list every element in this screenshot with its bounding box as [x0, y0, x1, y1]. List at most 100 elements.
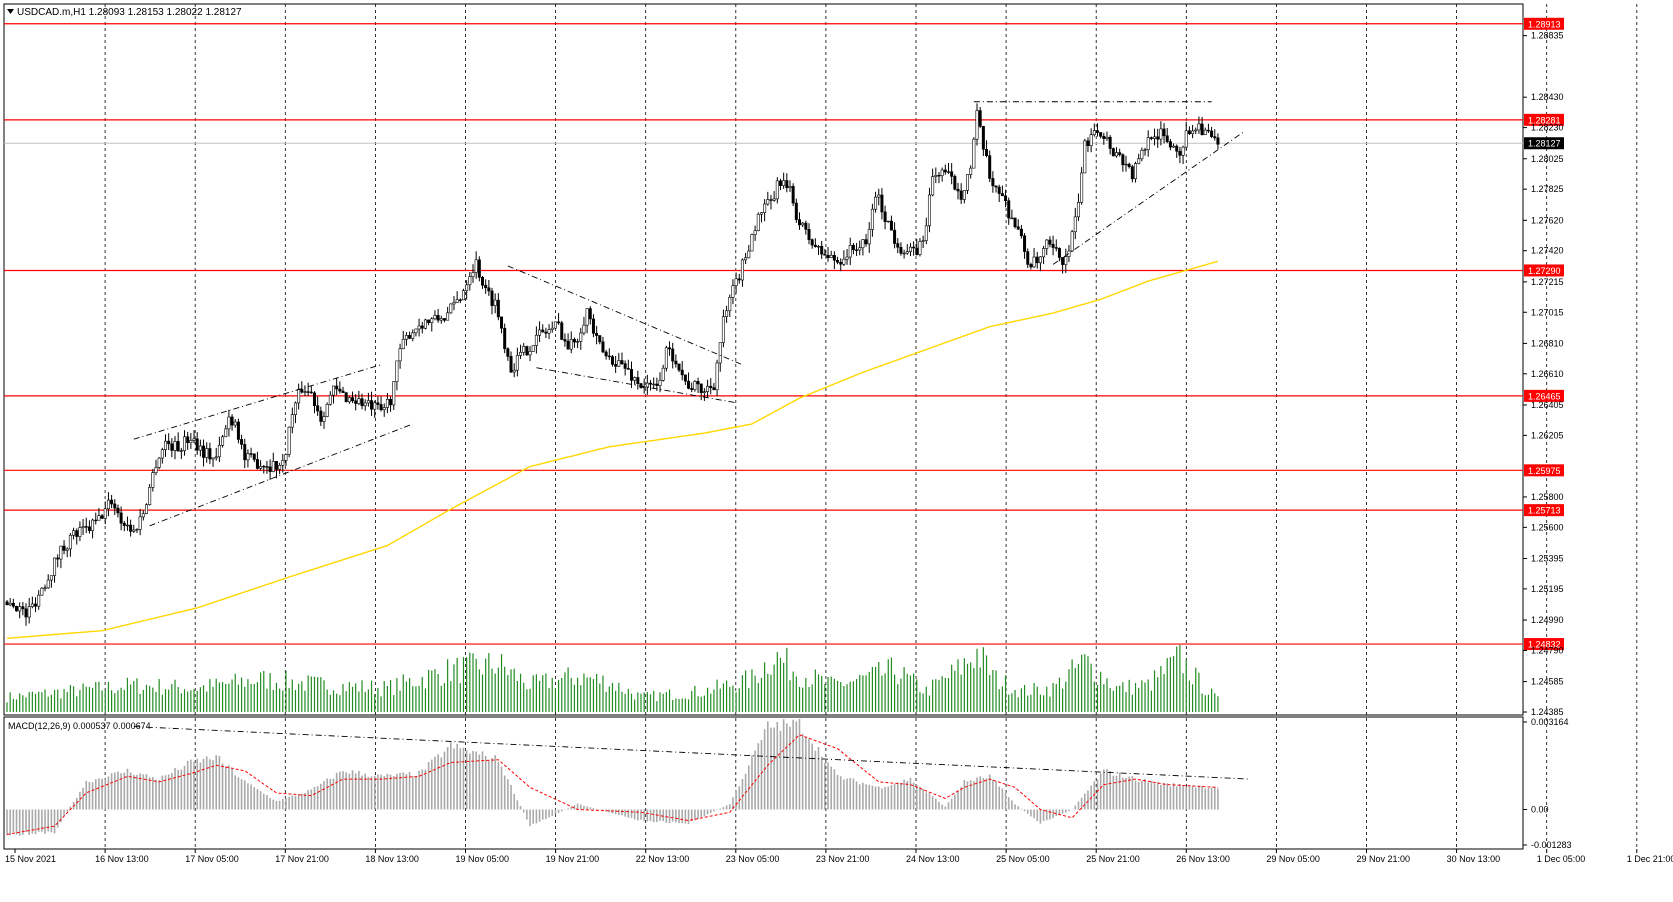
candle-body — [1124, 163, 1128, 166]
candle-body — [189, 440, 193, 444]
candle-body — [487, 287, 491, 292]
candle-body — [962, 190, 966, 200]
macd-signal-line — [6, 734, 1218, 835]
candle-body — [455, 299, 459, 303]
candle-body — [801, 222, 805, 226]
x-tick-label: 23 Nov 21:00 — [816, 854, 870, 864]
candle-body — [759, 212, 763, 215]
candle-body — [417, 325, 421, 330]
candle-body — [1149, 137, 1153, 139]
candle-body — [205, 448, 209, 458]
x-tick-label: 18 Nov 13:00 — [365, 854, 419, 864]
triangle-down-icon[interactable] — [7, 9, 14, 14]
candle-body — [912, 246, 916, 249]
candle-body — [826, 254, 830, 258]
candle-body — [1054, 247, 1058, 249]
candle-body — [221, 436, 225, 446]
candle-body — [319, 410, 323, 422]
candle-body — [224, 428, 228, 438]
candle-body — [782, 180, 786, 186]
level-tag — [1524, 113, 1564, 126]
level-tag-label: 1.27290 — [1528, 266, 1561, 276]
price-tick-label: 1.28230 — [1531, 123, 1564, 133]
candle-body — [81, 526, 85, 528]
candle-body — [5, 601, 9, 606]
price-tick-label: 1.24990 — [1531, 615, 1564, 625]
candle-body — [690, 388, 694, 390]
candle-body — [72, 530, 76, 536]
candle-body — [461, 290, 465, 301]
candle-body — [116, 507, 120, 514]
candle-body — [1045, 239, 1049, 249]
trendline — [149, 423, 413, 527]
candle-body — [861, 239, 865, 249]
candle-body — [322, 416, 326, 422]
candle-body — [674, 360, 678, 365]
candle-body — [233, 421, 237, 426]
candle-body — [607, 355, 611, 358]
candle-body — [91, 519, 95, 531]
candle-body — [1038, 256, 1042, 264]
candle-body — [1153, 136, 1157, 139]
level-tag — [1524, 464, 1564, 477]
candle-body — [889, 220, 893, 231]
candle-body — [1086, 140, 1090, 147]
price-tick-label: 1.26810 — [1531, 338, 1564, 348]
candle-body — [21, 606, 25, 610]
candle-body — [924, 225, 928, 241]
candle-body — [576, 341, 580, 343]
candle-body — [195, 438, 199, 451]
candle-body — [969, 167, 973, 175]
candle-body — [401, 338, 405, 350]
candle-body — [642, 386, 646, 389]
level-tag-label: 1.25713 — [1528, 506, 1561, 516]
candle-body — [908, 246, 912, 252]
candle-body — [1108, 136, 1112, 149]
candle-body — [208, 448, 212, 460]
candle-body — [392, 381, 396, 406]
candle-body — [458, 299, 462, 301]
candle-body — [934, 174, 938, 177]
candle-body — [347, 397, 351, 403]
candle-body — [855, 249, 859, 251]
candle-body — [68, 534, 72, 550]
candle-body — [414, 328, 418, 334]
candle-body — [433, 315, 437, 320]
level-tag — [1524, 504, 1564, 517]
trendlines — [133, 101, 1244, 527]
candle-body — [791, 186, 795, 204]
macd-tick-label: 0.003164 — [1531, 717, 1569, 727]
candle-body — [1073, 216, 1077, 233]
candle-body — [357, 398, 361, 404]
candle-body — [503, 327, 507, 350]
candle-body — [896, 243, 900, 248]
trendline — [133, 364, 382, 440]
level-tag — [1524, 264, 1564, 277]
candle-body — [176, 441, 180, 452]
candle-body — [449, 303, 453, 314]
candle-body — [1042, 248, 1046, 258]
candle-body — [817, 246, 821, 248]
price-tick-label: 1.27215 — [1531, 277, 1564, 287]
candle-body — [633, 377, 637, 381]
candle-body — [614, 364, 618, 367]
candle-body — [211, 457, 215, 460]
candle-body — [1051, 243, 1055, 248]
macd-pane-frame — [3, 716, 1524, 850]
candle-body — [49, 575, 53, 581]
candle-body — [1130, 166, 1134, 180]
candle-body — [943, 169, 947, 173]
candle-body — [439, 318, 443, 321]
candle-body — [1200, 123, 1204, 136]
candle-body — [442, 318, 446, 321]
candle-body — [430, 318, 434, 323]
candle-body — [572, 339, 576, 343]
price-tick-label: 1.27420 — [1531, 246, 1564, 256]
candle-body — [316, 405, 320, 412]
candle-body — [278, 465, 282, 470]
candle-body — [1035, 256, 1039, 264]
candle-body — [363, 402, 367, 407]
candle-body — [966, 174, 970, 191]
